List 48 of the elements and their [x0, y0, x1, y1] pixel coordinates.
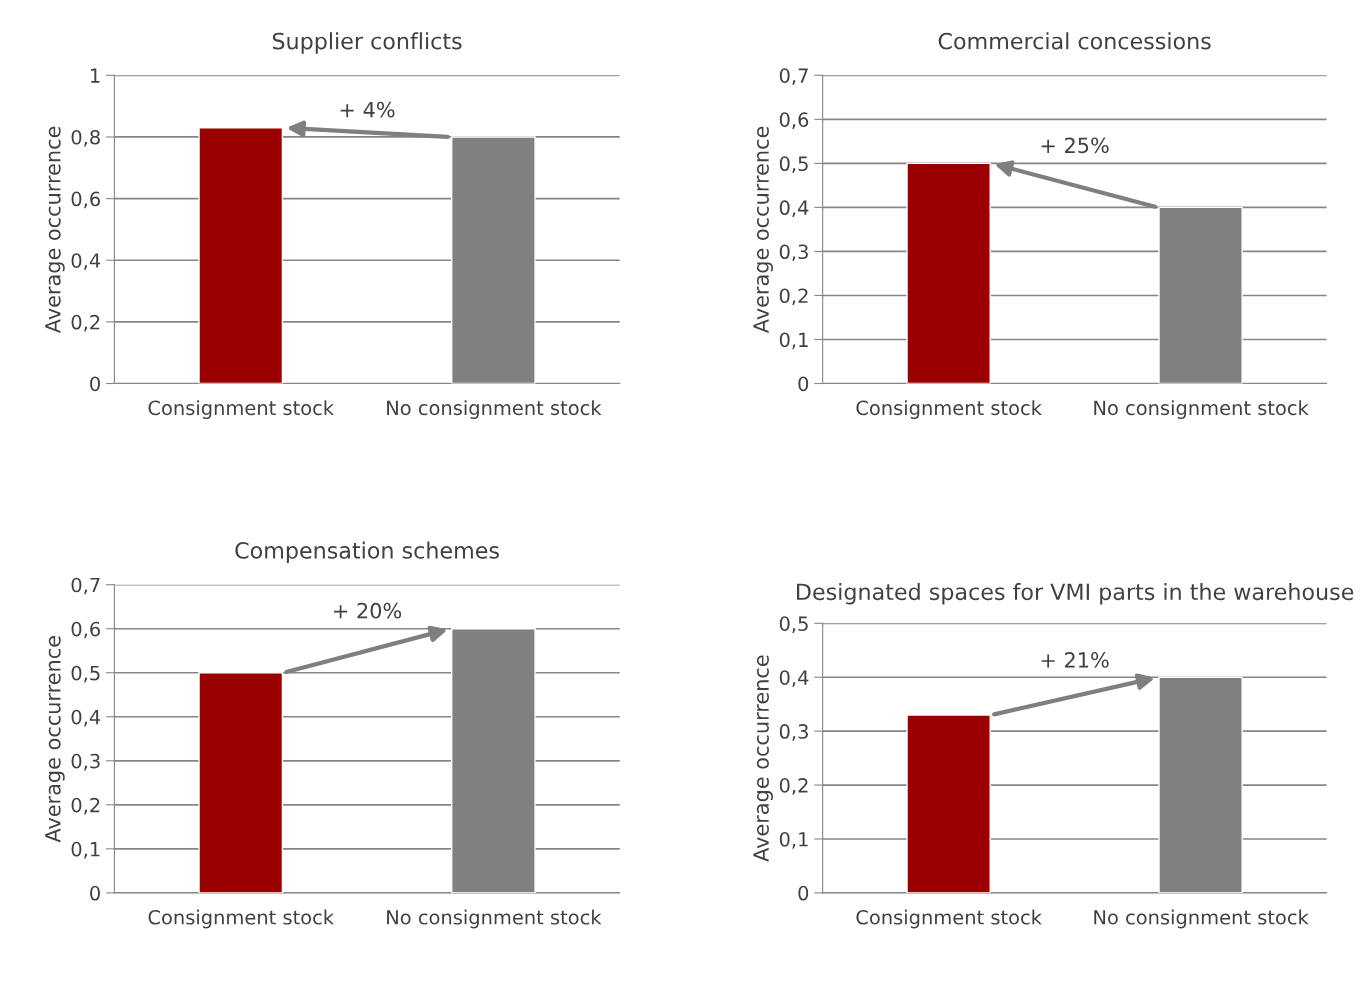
y-tick-label: 0,7 [71, 577, 100, 595]
x-tick-label: No consignment stock [1094, 400, 1309, 419]
y-tick-label: 0,4 [779, 200, 809, 218]
x-tick-label: No consignment stock [1094, 909, 1309, 929]
chart-title: Compensation schemes [235, 541, 499, 564]
x-tick-label: No consignment stock [387, 400, 602, 419]
annotation: + 4% [340, 101, 395, 118]
y-tick-label: 1 [90, 68, 100, 83]
y-tick-label: 0,2 [71, 314, 100, 332]
y-axis-title: Average occurrence [45, 126, 65, 334]
x-tick-label: Consignment stock [856, 400, 1042, 419]
y-tick-label: 0 [798, 376, 809, 392]
y-axis-title: Average occurrence [753, 655, 773, 862]
y-tick-label: 0,1 [779, 831, 808, 849]
y-tick-label: 0,4 [71, 709, 101, 727]
y-tick-label: 0,5 [71, 665, 100, 683]
y-tick-label: 0,6 [71, 621, 100, 639]
y-tick-label: 0,4 [71, 253, 101, 270]
x-tick-label: No consignment stock [387, 909, 602, 929]
x-tick-label: Consignment stock [148, 909, 334, 929]
x-tick-label: Consignment stock [856, 909, 1042, 929]
y-tick-label: 0 [90, 376, 100, 392]
y-tick-label: 0,6 [71, 191, 100, 209]
y-tick-label: 0 [798, 885, 809, 901]
y-axis-title: Average occurrence [45, 636, 65, 843]
y-tick-label: 0 [90, 885, 100, 901]
chart-title: Designated spaces for VMI parts in the warehouse [797, 582, 1354, 605]
annotation: + 21% [1041, 652, 1109, 668]
x-tick-label: Consignment stock [148, 400, 334, 419]
chart-title: Commercial concessions [938, 32, 1211, 50]
y-tick-label: 0,2 [71, 797, 100, 815]
y-tick-label: 0,2 [779, 778, 808, 795]
annotation: + 25% [1041, 137, 1109, 154]
y-tick-label: 0,3 [71, 753, 100, 771]
y-axis-title: Average occurrence [753, 126, 773, 334]
y-tick-label: 0,4 [779, 670, 809, 687]
y-tick-label: 0,1 [71, 841, 100, 859]
y-tick-label: 0,2 [779, 288, 808, 306]
y-tick-label: 0,5 [779, 616, 808, 633]
y-tick-label: 0,5 [779, 156, 808, 174]
y-tick-label: 0,3 [779, 244, 808, 262]
y-tick-label: 0,3 [779, 724, 808, 741]
y-tick-label: 0,7 [779, 68, 808, 85]
y-tick-label: 0,1 [779, 332, 808, 350]
chart-title: Supplier conflicts [272, 32, 462, 54]
y-tick-label: 0,8 [71, 129, 100, 147]
annotation: + 20% [334, 602, 402, 619]
y-tick-label: 0,6 [779, 112, 809, 129]
